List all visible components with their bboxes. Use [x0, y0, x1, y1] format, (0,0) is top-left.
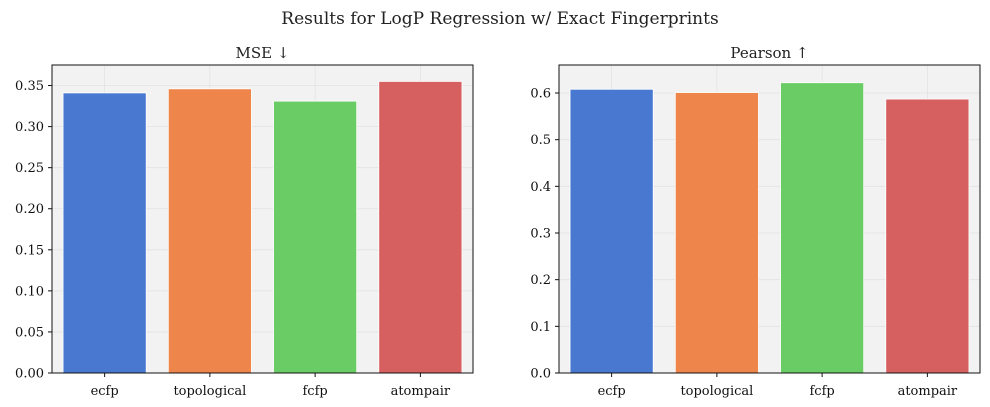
y-tick-label: 0.6 [530, 87, 551, 102]
y-tick-label: 0.4 [530, 180, 551, 195]
x-tick-label: atompair [391, 384, 451, 399]
x-tick-label: ecfp [91, 384, 119, 399]
bar-atompair [378, 81, 463, 374]
charts-group: 0.00 0.05 0.10 0.15 0.20 0.25 0.30 0.35 ecfp topo… [15, 44, 981, 399]
y-tick-label: 0.35 [15, 79, 44, 94]
bar-ecfp [569, 88, 654, 374]
y-tick-label: 0.0 [530, 367, 551, 382]
y-tick-label: 0.15 [15, 243, 44, 258]
y-tick-label: 0.1 [530, 320, 551, 335]
x-tick-label: topological [173, 384, 246, 399]
x-tick-label: fcfp [303, 384, 328, 399]
bar-fcfp [273, 100, 358, 374]
plot-frame [558, 64, 981, 374]
y-tick-label: 0.2 [530, 273, 551, 288]
bar-topological [167, 88, 252, 374]
y-tick-label: 0.30 [15, 120, 44, 135]
bar-topological [674, 92, 759, 374]
y-tick-label: 0.25 [15, 161, 44, 176]
x-tick-label: ecfp [598, 384, 626, 399]
bar-fcfp [780, 82, 865, 374]
chart-2: 0.0 0.1 0.2 0.3 0.4 0.5 0.6 ecfp topological fcfp… [530, 44, 981, 399]
chart-1: 0.00 0.05 0.10 0.15 0.20 0.25 0.30 0.35 ecfp topo… [15, 44, 474, 399]
chart-title: Pearson ↑ [730, 44, 808, 62]
y-tick-label: 0.00 [15, 367, 44, 382]
bar-ecfp [62, 92, 147, 374]
chart-title: MSE ↓ [236, 44, 290, 62]
x-tick-label: fcfp [810, 384, 835, 399]
y-tick-label: 0.5 [530, 133, 551, 148]
y-tick-label: 0.20 [15, 202, 44, 217]
x-tick-label: topological [680, 384, 753, 399]
bar-atompair [885, 98, 970, 374]
plot-frame [51, 64, 474, 374]
y-tick-label: 0.05 [15, 325, 44, 340]
y-tick-label: 0.3 [530, 227, 551, 242]
x-tick-label: atompair [898, 384, 958, 399]
y-tick-label: 0.10 [15, 284, 44, 299]
figure-title: Results for LogP Regression w/ Exact Fin… [281, 9, 718, 29]
